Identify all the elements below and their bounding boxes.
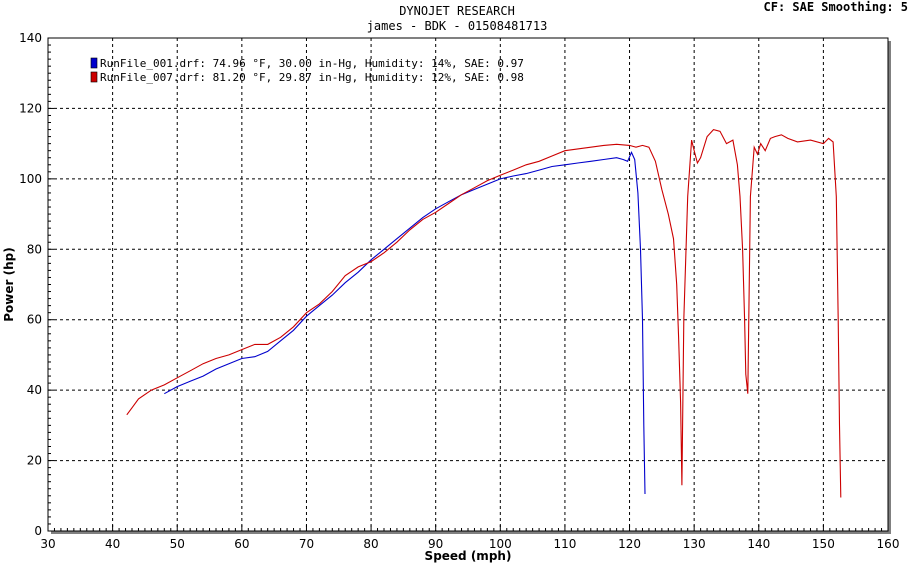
x-tick-label: 90 bbox=[428, 537, 443, 551]
legend-swatch-2 bbox=[90, 71, 98, 83]
y-tick-label: 100 bbox=[19, 172, 42, 186]
x-tick-label: 80 bbox=[363, 537, 378, 551]
correction-settings: CF: SAE Smoothing: 5 bbox=[763, 0, 909, 14]
x-tick-label: 50 bbox=[170, 537, 185, 551]
y-tick-label: 0 bbox=[34, 524, 42, 538]
legend-swatch-1 bbox=[90, 57, 98, 69]
y-tick-label: 40 bbox=[27, 383, 42, 397]
y-tick-label: 140 bbox=[19, 31, 42, 45]
x-tick-label: 70 bbox=[299, 537, 314, 551]
plot-area bbox=[47, 37, 889, 532]
x-tick-label: 130 bbox=[683, 537, 706, 551]
axis-ticks: 30 40 50 60 70 80 90 100 110 120 130 140 150 160 0 20 40… bbox=[19, 31, 899, 551]
x-tick-label: 140 bbox=[747, 537, 770, 551]
series-lines bbox=[126, 128, 842, 498]
chart-subtitle: james - BDK - 01508481713 bbox=[366, 19, 548, 33]
series-line-2 bbox=[126, 128, 842, 498]
chart-title: DYNOJET RESEARCH bbox=[399, 4, 515, 18]
x-axis-label: Speed (mph) bbox=[425, 549, 512, 563]
y-tick-label: 20 bbox=[27, 454, 42, 468]
y-tick-label: 120 bbox=[19, 101, 42, 115]
x-tick-label: 100 bbox=[489, 537, 512, 551]
x-tick-label: 60 bbox=[234, 537, 249, 551]
grid bbox=[48, 38, 888, 531]
y-axis-label: Power (hp) bbox=[2, 247, 16, 321]
x-tick-label: 160 bbox=[877, 537, 900, 551]
x-tick-label: 40 bbox=[105, 537, 120, 551]
legend: RunFile_001.drf: 74.96 °F, 30.00 in-Hg, … bbox=[90, 57, 524, 84]
x-tick-label: 120 bbox=[618, 537, 641, 551]
y-tick-label: 80 bbox=[27, 242, 42, 256]
x-tick-label: 110 bbox=[553, 537, 576, 551]
y-tick-label: 60 bbox=[27, 313, 42, 327]
x-tick-label: 150 bbox=[812, 537, 835, 551]
legend-entry-2: RunFile_007.drf: 81.20 °F, 29.87 in-Hg, … bbox=[100, 71, 524, 84]
series-line-1 bbox=[164, 151, 646, 495]
x-tick-label: 30 bbox=[40, 537, 55, 551]
legend-entry-1: RunFile_001.drf: 74.96 °F, 30.00 in-Hg, … bbox=[100, 57, 524, 70]
